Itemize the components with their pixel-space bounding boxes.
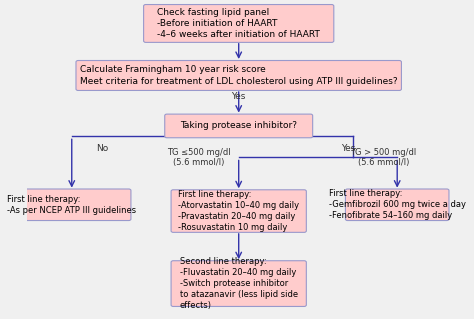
Text: First line therapy:
-Atorvastatin 10–40 mg daily
-Pravastatin 20–40 mg daily
-Ro: First line therapy: -Atorvastatin 10–40 …	[178, 190, 299, 232]
FancyBboxPatch shape	[165, 114, 313, 138]
Text: First line therapy:
-As per NCEP ATP III guidelines: First line therapy: -As per NCEP ATP III…	[7, 195, 137, 215]
Text: No: No	[97, 144, 109, 152]
Text: Yes: Yes	[231, 92, 246, 101]
Text: Yes: Yes	[341, 144, 356, 152]
Text: Taking protease inhibitor?: Taking protease inhibitor?	[180, 122, 297, 130]
FancyBboxPatch shape	[13, 189, 131, 220]
FancyBboxPatch shape	[171, 261, 306, 307]
FancyBboxPatch shape	[144, 4, 334, 42]
FancyBboxPatch shape	[76, 61, 401, 91]
Text: Second line therapy:
-Fluvastatin 20–40 mg daily
-Switch protease inhibitor
to a: Second line therapy: -Fluvastatin 20–40 …	[180, 257, 298, 310]
Text: TG > 500 mg/dl
(5.6 mmol/l): TG > 500 mg/dl (5.6 mmol/l)	[350, 148, 416, 167]
FancyBboxPatch shape	[171, 190, 306, 232]
Text: First line therapy:
-Gemfibrozil 600 mg twice a day
-Fenofibrate 54–160 mg daily: First line therapy: -Gemfibrozil 600 mg …	[328, 189, 465, 220]
Text: Calculate Framingham 10 year risk score
Meet criteria for treatment of LDL chole: Calculate Framingham 10 year risk score …	[80, 65, 398, 85]
Text: TG ≤500 mg/dl
(5.6 mmol/l): TG ≤500 mg/dl (5.6 mmol/l)	[167, 148, 230, 167]
Text: Check fasting lipid panel
-Before initiation of HAART
-4–6 weeks after initiatio: Check fasting lipid panel -Before initia…	[157, 8, 320, 39]
FancyBboxPatch shape	[346, 189, 449, 220]
